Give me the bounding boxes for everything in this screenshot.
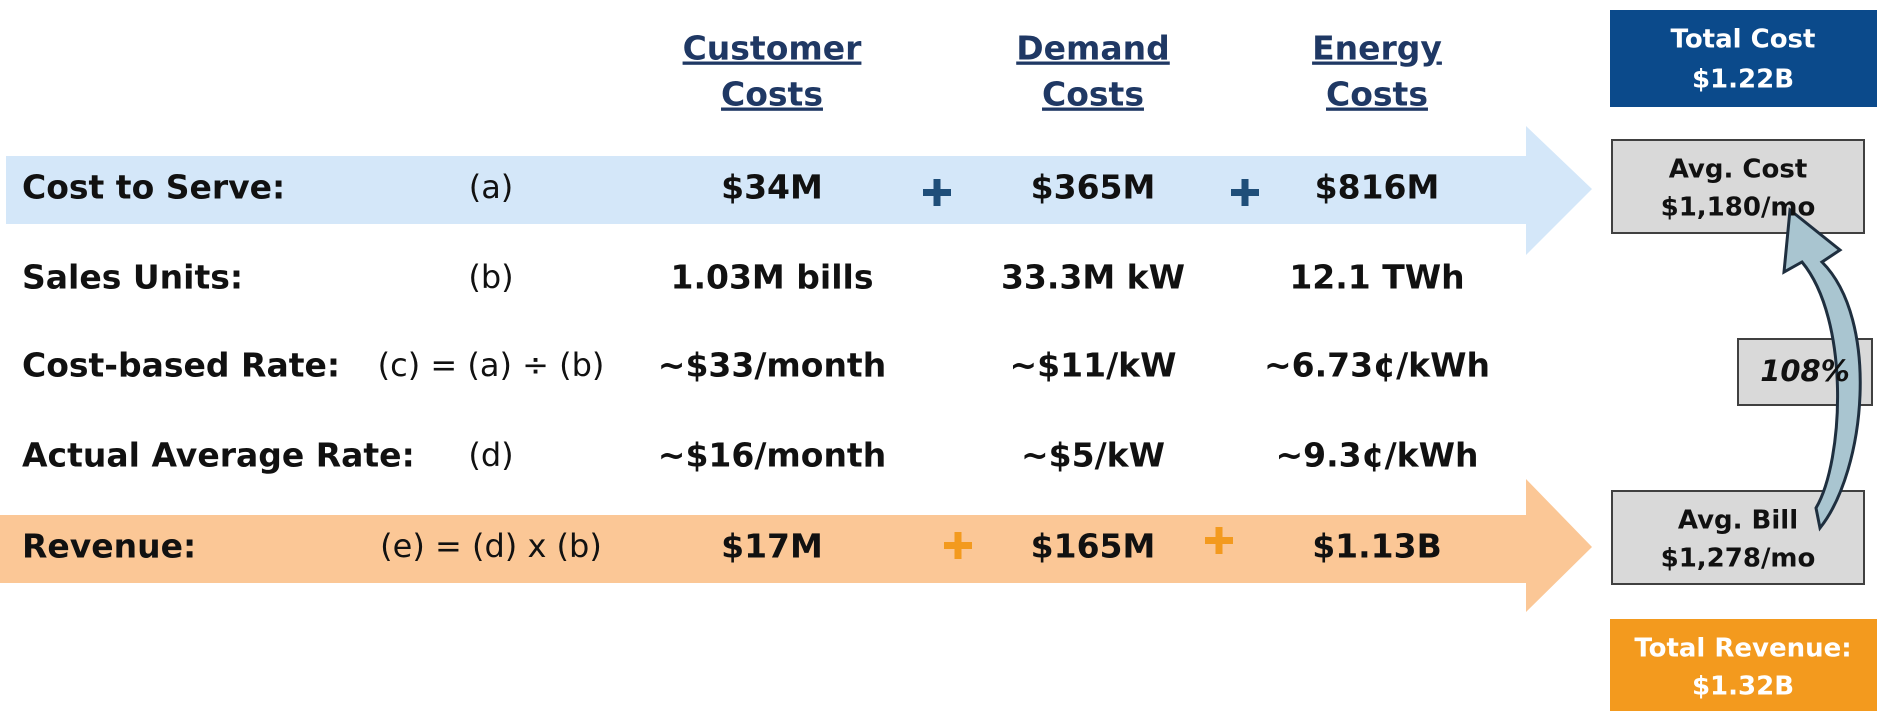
column-header: Costs bbox=[1326, 75, 1428, 114]
cell-value: $17M bbox=[721, 527, 823, 566]
cell-value: 12.1 TWh bbox=[1289, 258, 1464, 297]
column-header: Costs bbox=[1042, 75, 1144, 114]
box-value: $1.22B bbox=[1692, 65, 1794, 95]
curved-arrow bbox=[1782, 207, 1862, 532]
box-label: Avg. Bill bbox=[1678, 506, 1798, 536]
box-label: Total Revenue: bbox=[1634, 634, 1851, 664]
cell-value: $816M bbox=[1315, 168, 1440, 207]
row-formula: (a) bbox=[469, 168, 514, 206]
cell-value: ~$16/month bbox=[658, 436, 886, 475]
box-value: $1,180/mo bbox=[1661, 193, 1816, 223]
column-header: Customer bbox=[683, 29, 863, 68]
cell-value: $365M bbox=[1031, 168, 1156, 207]
plus-orange bbox=[944, 527, 1233, 559]
cell-value: ~6.73¢/kWh bbox=[1264, 346, 1490, 385]
box-value: $1.32B bbox=[1692, 672, 1794, 702]
cell-value: ~$11/kW bbox=[1010, 346, 1177, 385]
row-formula: (c) = (a) ÷ (b) bbox=[378, 346, 605, 384]
box-label: Avg. Cost bbox=[1669, 155, 1808, 185]
row-label: Actual Average Rate: bbox=[22, 436, 415, 475]
row-label: Cost-based Rate: bbox=[22, 346, 340, 385]
cell-value: 1.03M bills bbox=[671, 258, 874, 297]
row-label: Cost to Serve: bbox=[22, 168, 285, 207]
plus-blue bbox=[923, 179, 1259, 206]
column-header: Energy bbox=[1312, 29, 1442, 68]
cost-arrow bbox=[6, 126, 1592, 255]
total-revenue-box bbox=[1610, 619, 1877, 711]
row-formula: (b) bbox=[468, 258, 513, 296]
revenue-arrow bbox=[0, 479, 1592, 612]
ratio: 108% bbox=[1760, 354, 1850, 388]
cell-value: $34M bbox=[721, 168, 823, 207]
cell-value: $165M bbox=[1031, 527, 1156, 566]
row-formula: (e) = (d) x (b) bbox=[380, 527, 602, 565]
column-header: Costs bbox=[721, 75, 823, 114]
cell-value: $1.13B bbox=[1312, 527, 1442, 566]
row-label: Sales Units: bbox=[22, 258, 243, 297]
column-header: Demand bbox=[1016, 29, 1170, 68]
cell-value: 33.3M kW bbox=[1001, 258, 1185, 297]
cell-value: ~9.3¢/kWh bbox=[1276, 436, 1479, 475]
total-cost-box bbox=[1610, 10, 1877, 107]
row-label: Revenue: bbox=[22, 527, 196, 566]
avg-cost-box bbox=[1611, 139, 1865, 234]
cell-value: ~$5/kW bbox=[1021, 436, 1165, 475]
cell-value: ~$33/month bbox=[658, 346, 886, 385]
box-label: Total Cost bbox=[1671, 25, 1816, 55]
box-value: $1,278/mo bbox=[1661, 544, 1816, 574]
row-formula: (d) bbox=[468, 436, 513, 474]
